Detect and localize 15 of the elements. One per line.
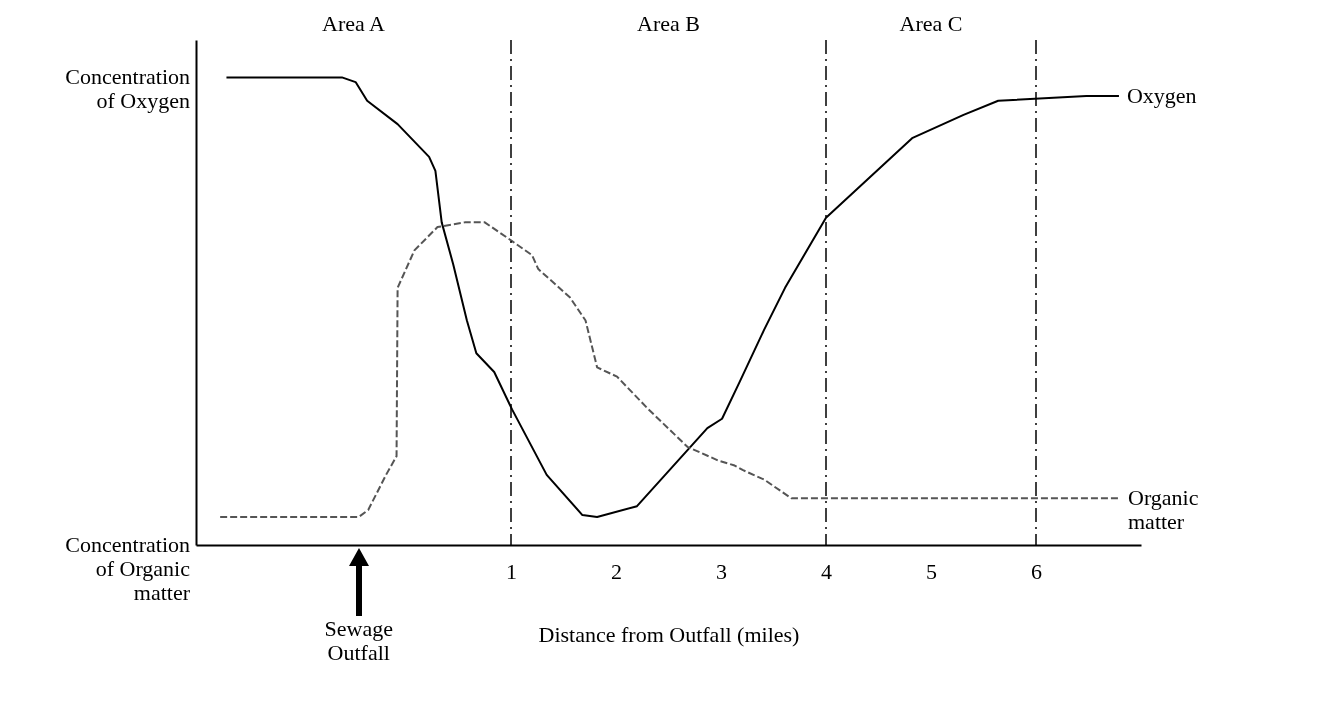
series-label: Oxygen bbox=[1126, 83, 1197, 109]
text: Concentration of Organic matter bbox=[65, 532, 191, 605]
text: Concentration of Oxygen bbox=[65, 64, 190, 114]
text: Sewage Outfall bbox=[324, 616, 393, 665]
x-tick-label: 4 bbox=[821, 558, 832, 584]
x-axis-title: Distance from Outfall (miles) bbox=[538, 621, 800, 647]
x-tick-label: 1 bbox=[506, 558, 517, 584]
series-label: Organic matter bbox=[1128, 485, 1199, 535]
x-tick-label: 2 bbox=[611, 558, 622, 584]
text: Area C bbox=[899, 11, 963, 36]
text: Area A bbox=[322, 11, 386, 36]
x-tick-label: 6 bbox=[1031, 558, 1042, 584]
text: Area B bbox=[637, 11, 700, 36]
x-tick-label: 5 bbox=[926, 558, 937, 584]
x-tick-label: 3 bbox=[716, 558, 727, 584]
